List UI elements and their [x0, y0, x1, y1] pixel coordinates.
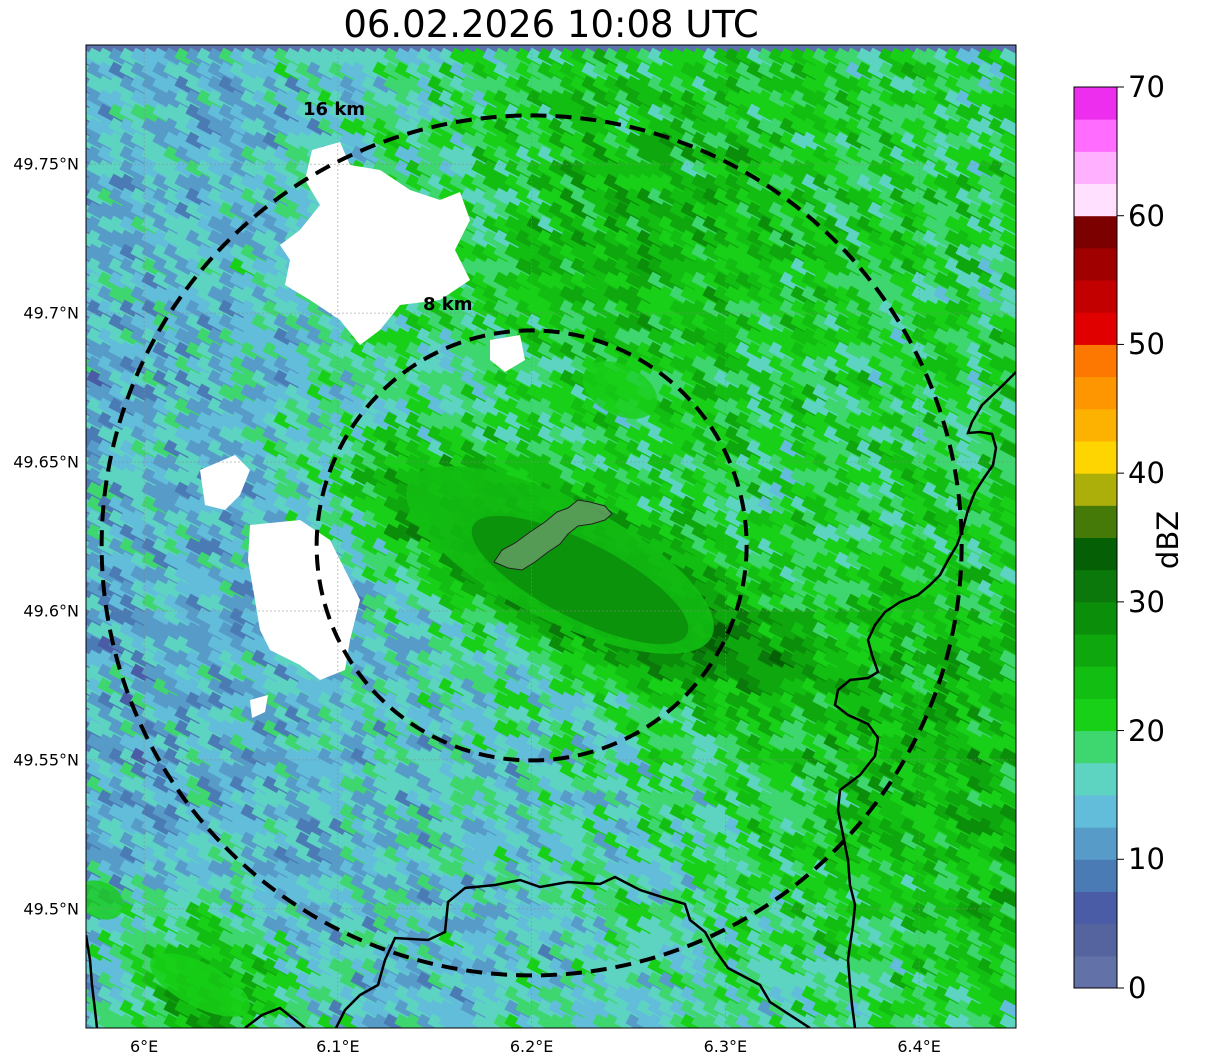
- reflectivity-gate: [999, 61, 1016, 86]
- map-title: 06.02.2026 10:08 UTC: [343, 3, 759, 46]
- reflectivity-gate: [999, 103, 1016, 128]
- reflectivity-gate: [999, 229, 1016, 254]
- reflectivity-gate: [999, 299, 1016, 324]
- reflectivity-gate: [999, 355, 1016, 380]
- reflectivity-gate: [999, 159, 1016, 184]
- reflectivity-gate: [999, 285, 1016, 310]
- reflectivity-gate: [999, 313, 1016, 338]
- reflectivity-gate: [999, 243, 1016, 268]
- reflectivity-gate: [999, 75, 1016, 100]
- reflectivity-gate: [999, 397, 1016, 422]
- reflectivity-gate: [999, 187, 1016, 212]
- reflectivity-gate: [999, 47, 1016, 72]
- reflectivity-gate: [999, 257, 1016, 282]
- reflectivity-gate: [999, 117, 1016, 142]
- reflectivity-gate: [999, 173, 1016, 198]
- reflectivity-gate: [999, 131, 1016, 156]
- reflectivity-gate: [999, 215, 1016, 240]
- reflectivity-gate: [999, 89, 1016, 114]
- reflectivity-gate: [999, 383, 1016, 408]
- reflectivity-gate: [999, 201, 1016, 226]
- reflectivity-gate: [999, 369, 1016, 394]
- reflectivity-gate: [999, 327, 1016, 352]
- map-plot-area: 8 km 16 km: [86, 45, 1016, 1028]
- reflectivity-gate: [999, 145, 1016, 170]
- reflectivity-gate: [999, 271, 1016, 296]
- reflectivity-gate: [999, 341, 1016, 366]
